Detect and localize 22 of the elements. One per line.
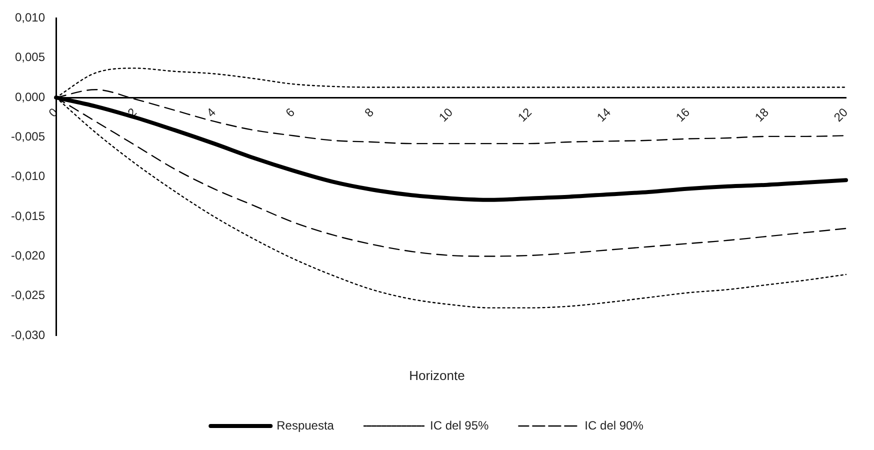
x-tick-label: 20 (831, 104, 851, 125)
x-tick-label: 18 (752, 104, 772, 125)
x-tick-label: 16 (673, 104, 693, 125)
x-tick-label: 14 (594, 104, 614, 125)
y-tick-label: 0,000 (14, 90, 46, 104)
y-tick-label: 0,010 (14, 10, 46, 25)
x-tick-label: 8 (362, 104, 377, 120)
legend-label: IC del 95% (430, 418, 490, 432)
x-tick-label: 6 (282, 104, 298, 120)
y-tick-label: -0,020 (10, 248, 46, 263)
legend-label: Respuesta (276, 418, 334, 432)
x-axis-title: Horizonte (408, 368, 466, 383)
y-tick-label: -0,010 (10, 169, 46, 184)
x-tick-label: 10 (436, 104, 456, 125)
x-tick-label: 4 (204, 104, 219, 120)
y-tick-label: -0,005 (10, 130, 46, 144)
x-tick-label: 12 (515, 104, 535, 125)
y-tick-label: -0,030 (10, 328, 46, 342)
legend-label: IC del 90% (584, 418, 644, 432)
y-tick-label: -0,025 (10, 288, 46, 302)
y-tick-label: 0,005 (14, 50, 46, 64)
y-tick-label: -0,015 (10, 208, 46, 223)
